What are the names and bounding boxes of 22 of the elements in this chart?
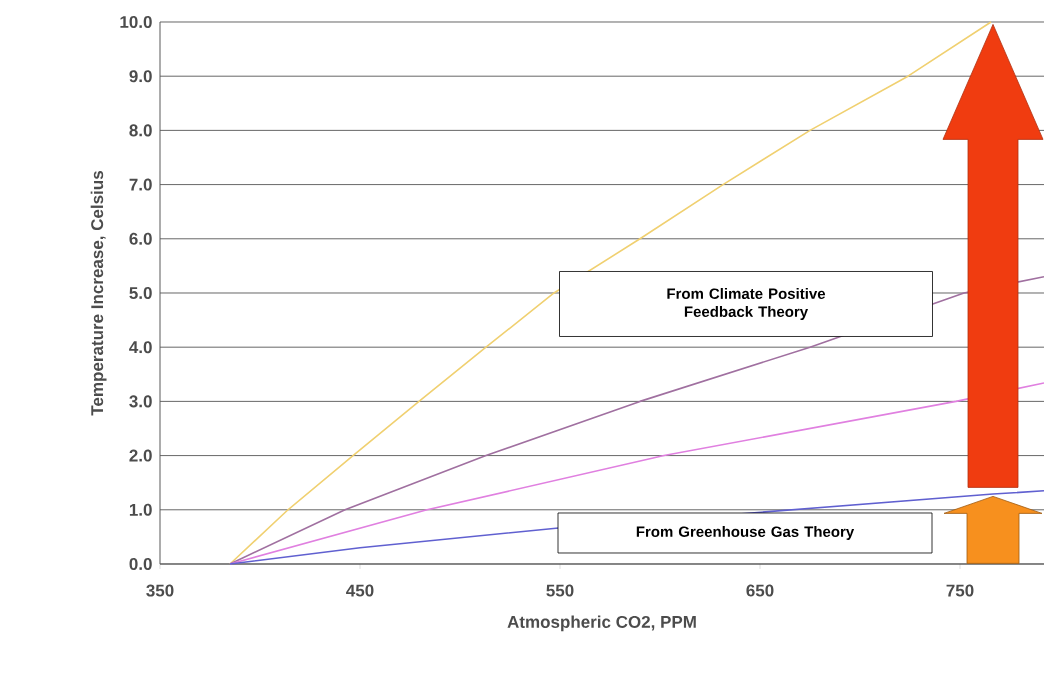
y-tick-label: 10.0 xyxy=(120,15,152,29)
y-tick-label: 4.0 xyxy=(129,341,152,354)
annotation: From Greenhouse Gas Theory xyxy=(636,525,855,540)
y-axis-title: Temperature Increase, Celsius xyxy=(90,171,107,416)
y-tick-label: 1.0 xyxy=(129,503,152,516)
y-tick-label: 2.0 xyxy=(129,449,152,462)
x-tick-label: 750 xyxy=(946,584,974,597)
line-series xyxy=(229,21,992,565)
y-tick-label: 6.0 xyxy=(129,232,152,245)
annotation: From Climate Positive Feedback Theory xyxy=(667,288,826,320)
line-series xyxy=(229,382,1044,565)
y-tick-label: 7.0 xyxy=(129,178,152,191)
x-tick-label: 550 xyxy=(546,584,574,597)
y-tick-label: 8.0 xyxy=(129,124,152,137)
x-tick-label: 650 xyxy=(746,584,774,597)
y-tick-label: 5.0 xyxy=(129,286,152,300)
y-tick-label: 3.0 xyxy=(129,395,152,408)
x-tick-label: 350 xyxy=(146,584,174,597)
x-tick-label: 450 xyxy=(346,584,374,597)
y-tick-label: 0.0 xyxy=(129,557,152,571)
x-axis-title: Atmospheric CO2, PPM xyxy=(507,615,696,632)
y-tick-label: 9.0 xyxy=(129,70,152,83)
